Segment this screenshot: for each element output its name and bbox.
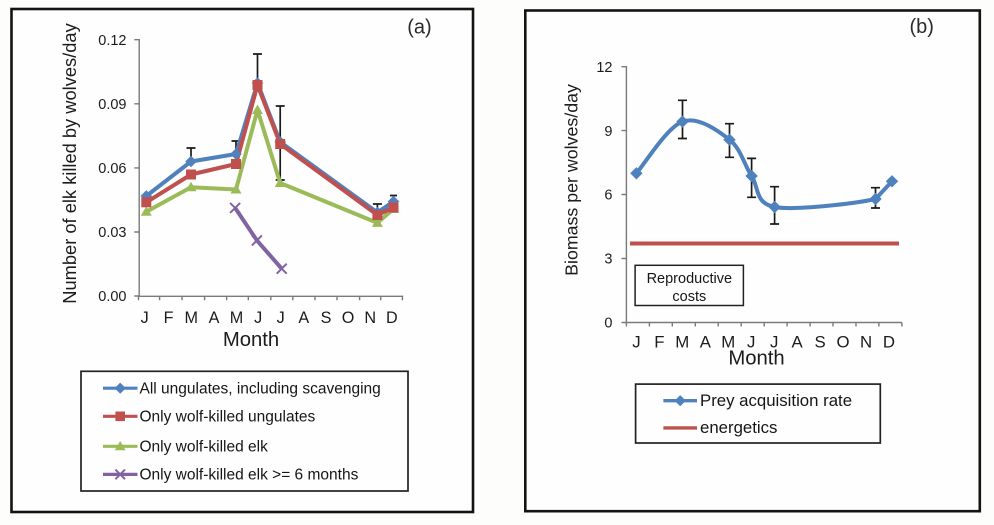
svg-text:M: M — [184, 309, 197, 327]
svg-text:F: F — [164, 309, 174, 327]
svg-text:Month: Month — [223, 329, 279, 351]
svg-text:Only wolf-killed elk >= 6 mont: Only wolf-killed elk >= 6 months — [140, 467, 359, 484]
svg-text:6: 6 — [604, 188, 612, 204]
svg-text:J: J — [277, 309, 285, 327]
svg-text:12: 12 — [596, 60, 612, 76]
svg-text:S: S — [814, 333, 825, 352]
svg-text:9: 9 — [604, 124, 612, 140]
svg-text:J: J — [770, 333, 778, 352]
svg-text:J: J — [141, 309, 149, 327]
svg-text:N: N — [860, 333, 872, 352]
svg-text:D: D — [386, 309, 398, 327]
svg-text:(b): (b) — [909, 16, 933, 38]
svg-text:O: O — [836, 333, 849, 352]
svg-text:O: O — [342, 309, 355, 327]
svg-text:A: A — [791, 333, 803, 352]
svg-text:M: M — [230, 309, 243, 327]
svg-text:J: J — [747, 333, 755, 352]
svg-text:0.03: 0.03 — [98, 225, 126, 241]
svg-text:3: 3 — [604, 252, 612, 268]
svg-text:S: S — [321, 309, 332, 327]
svg-text:energetics: energetics — [700, 418, 777, 437]
svg-text:Only wolf-killed elk: Only wolf-killed elk — [140, 439, 269, 456]
svg-text:J: J — [632, 333, 640, 352]
svg-text:Reproductive: Reproductive — [647, 271, 732, 287]
svg-text:Only wolf-killed ungulates: Only wolf-killed ungulates — [140, 409, 316, 426]
svg-text:A: A — [700, 333, 712, 352]
svg-text:M: M — [675, 333, 689, 352]
svg-text:A: A — [209, 309, 220, 327]
svg-text:N: N — [364, 309, 376, 327]
svg-text:Prey acquisition rate: Prey acquisition rate — [700, 391, 852, 410]
svg-text:All ungulates, including scave: All ungulates, including scavenging — [140, 381, 381, 398]
svg-text:M: M — [721, 333, 735, 352]
svg-text:0.09: 0.09 — [98, 97, 126, 113]
svg-text:Number of elk killed by wolves: Number of elk killed by wolves/day — [59, 22, 80, 303]
svg-text:Biomass per wolves/day: Biomass per wolves/day — [562, 84, 582, 276]
svg-text:0: 0 — [604, 316, 612, 332]
svg-text:0.12: 0.12 — [98, 33, 126, 49]
svg-text:J: J — [254, 309, 262, 327]
svg-text:F: F — [654, 333, 664, 352]
svg-text:(a): (a) — [407, 16, 431, 38]
svg-text:0.00: 0.00 — [98, 289, 126, 305]
svg-text:Month: Month — [728, 347, 784, 369]
svg-text:D: D — [883, 333, 895, 352]
svg-text:costs: costs — [672, 289, 706, 305]
svg-text:A: A — [298, 309, 309, 327]
svg-text:0.06: 0.06 — [98, 161, 126, 177]
